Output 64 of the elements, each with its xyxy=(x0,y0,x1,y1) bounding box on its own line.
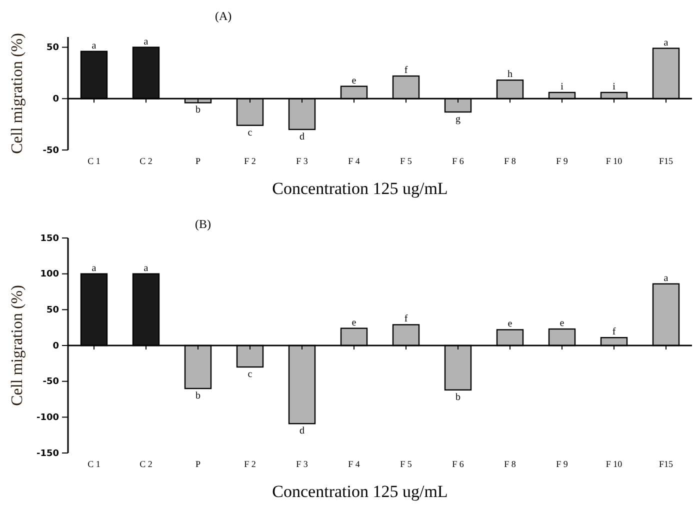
x-tick-label: C 1 xyxy=(88,459,100,469)
data-label: c xyxy=(248,369,253,380)
x-tick-label: F 9 xyxy=(556,459,568,469)
x-tick-label: F 6 xyxy=(452,459,464,469)
y-tick-label: -50 xyxy=(42,146,59,156)
chart-title: (B) xyxy=(195,217,211,231)
y-tick-label: 0 xyxy=(52,94,59,105)
data-label: e xyxy=(352,317,357,328)
y-tick-label: 100 xyxy=(40,270,59,280)
data-label: h xyxy=(508,69,512,80)
data-label: d xyxy=(300,426,304,437)
x-tick-label: F 2 xyxy=(244,156,256,166)
data-label: f xyxy=(404,65,408,76)
data-label: a xyxy=(92,262,97,274)
y-tick-label: 150 xyxy=(40,234,59,244)
data-label: b xyxy=(196,104,200,116)
data-label: i xyxy=(612,81,616,92)
y-tick-label: 50 xyxy=(46,43,59,54)
x-tick-label: F 8 xyxy=(504,156,516,166)
y-axis-title: Cell migration (%) xyxy=(9,33,26,154)
x-tick-label: P xyxy=(195,156,201,166)
data-label: a xyxy=(144,262,149,274)
x-tick-label: F 10 xyxy=(606,459,623,469)
data-label: a xyxy=(664,272,669,284)
data-label: f xyxy=(612,326,616,338)
y-tick-label: -50 xyxy=(42,377,59,388)
data-label: a xyxy=(144,36,149,48)
x-tick-label: F 8 xyxy=(504,459,516,469)
x-axis-title: Concentration 125 ug/mL xyxy=(272,482,448,501)
data-label: a xyxy=(664,37,669,48)
x-tick-label: C 2 xyxy=(140,459,152,469)
x-tick-label: F 10 xyxy=(606,156,623,166)
data-label: b xyxy=(196,390,200,402)
x-tick-label: F15 xyxy=(658,459,674,469)
x-tick-label: F 3 xyxy=(296,156,308,166)
data-label: a xyxy=(92,40,97,52)
y-tick-label: 50 xyxy=(46,306,59,316)
data-label: b xyxy=(456,392,460,403)
y-tick-label: 0 xyxy=(52,341,59,352)
data-label: f xyxy=(404,314,408,325)
x-tick-label: C 1 xyxy=(88,156,100,166)
data-label: e xyxy=(352,75,357,86)
x-tick-label: F 6 xyxy=(452,156,464,166)
x-tick-label: C 2 xyxy=(140,156,152,166)
x-tick-label: F15 xyxy=(658,156,674,166)
x-tick-label: F 4 xyxy=(348,459,360,469)
data-label: e xyxy=(508,318,513,330)
x-tick-label: F 3 xyxy=(296,459,308,469)
y-tick-label: -100 xyxy=(36,413,59,424)
chart-title: (A) xyxy=(215,9,232,23)
data-label: d xyxy=(300,131,304,142)
x-tick-label: F 4 xyxy=(348,156,360,166)
x-tick-label: F 9 xyxy=(556,156,568,166)
data-label: c xyxy=(248,127,253,138)
x-tick-label: F 5 xyxy=(400,156,412,166)
x-tick-label: F 2 xyxy=(244,459,256,469)
x-axis-title: Concentration 125 ug/mL xyxy=(272,179,448,198)
data-label: i xyxy=(560,81,564,92)
data-label: g xyxy=(456,114,460,125)
y-tick-label: -150 xyxy=(36,448,59,459)
x-tick-label: F 5 xyxy=(400,459,412,469)
y-axis-title: Cell migration (%) xyxy=(9,285,26,406)
x-tick-label: P xyxy=(195,459,201,469)
data-label: e xyxy=(560,318,565,330)
